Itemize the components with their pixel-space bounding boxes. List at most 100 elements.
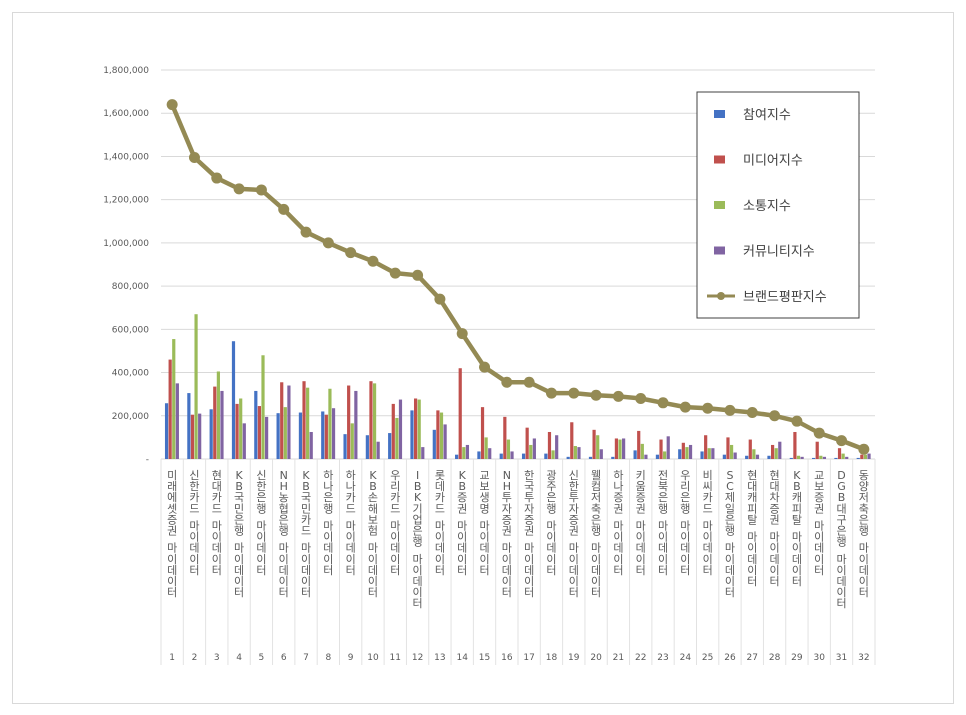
bar (812, 457, 816, 459)
trend-point (724, 404, 736, 416)
bar (369, 381, 373, 459)
trend-point (434, 293, 446, 305)
rank-label: 30 (813, 653, 825, 663)
y-tick-label: 1,000,000 (103, 239, 149, 249)
bar (254, 390, 258, 459)
trend-point (166, 99, 178, 111)
legend-label: 미디어지수 (743, 154, 803, 169)
bar (168, 359, 172, 459)
bar (532, 438, 536, 459)
y-tick-label: 600,000 (112, 325, 149, 335)
bar (704, 435, 708, 459)
bar (711, 448, 715, 459)
bar (187, 393, 191, 459)
y-tick-label: 200,000 (112, 412, 149, 422)
bar (499, 453, 503, 459)
y-tick-label: 1,800,000 (103, 66, 149, 76)
rank-label: 32 (858, 653, 869, 663)
bar (752, 449, 756, 459)
trend-point (545, 387, 557, 399)
bar (283, 407, 287, 459)
bar (443, 424, 447, 459)
bar (678, 449, 682, 459)
bar (529, 444, 533, 459)
bar (588, 456, 593, 459)
bar (640, 443, 644, 459)
bar (324, 414, 328, 459)
bar (637, 430, 641, 459)
bar (573, 446, 577, 459)
rank-label: 8 (325, 653, 331, 663)
bar (860, 454, 864, 459)
bar (845, 456, 849, 459)
bar (287, 385, 291, 459)
rank-label: 28 (769, 653, 781, 663)
trend-point (612, 390, 624, 402)
bar (596, 435, 600, 459)
bar (239, 398, 243, 459)
rank-label: 1 (169, 653, 175, 663)
bar (458, 368, 462, 459)
legend-swatch (714, 110, 725, 118)
rank-label: 19 (568, 653, 580, 663)
bar (525, 427, 529, 459)
rank-label: 29 (791, 653, 803, 663)
bar (172, 339, 176, 459)
rank-label: 14 (456, 653, 468, 663)
rank-label: 4 (236, 653, 242, 663)
bar (231, 341, 236, 459)
bar (544, 453, 548, 459)
bar (789, 457, 793, 459)
bar (800, 456, 804, 459)
rank-label: 27 (747, 653, 758, 663)
bar (216, 371, 220, 459)
legend-swatch (714, 246, 725, 255)
bar (306, 387, 310, 459)
bar (774, 448, 778, 459)
bar (856, 457, 860, 459)
bar (328, 388, 332, 459)
y-tick-label: 1,600,000 (103, 109, 149, 119)
bar (663, 451, 667, 459)
legend-label: 참여지수 (743, 108, 791, 123)
bar (276, 413, 280, 459)
trend-point (836, 435, 848, 447)
bar (503, 416, 507, 459)
rank-label: 26 (724, 653, 736, 663)
trend-point (456, 328, 468, 340)
bar (413, 398, 418, 459)
bar (354, 390, 358, 459)
bar (488, 448, 492, 459)
bar (321, 411, 325, 459)
rank-labels: 1 2 3 4 5 6 7 8 9 10 11 12 13 14 15 16 17 18 19 20 21 22 23 24 2… (160, 459, 876, 665)
rank-label: 11 (390, 653, 401, 663)
trend-point (345, 247, 357, 259)
legend-swatch (714, 201, 725, 209)
bar (242, 423, 246, 459)
bar (436, 410, 440, 460)
y-tick-label: 400,000 (112, 369, 149, 379)
bar (265, 416, 269, 459)
trend-line-group (166, 99, 870, 455)
bar (733, 452, 737, 459)
bar (681, 442, 685, 459)
bar (688, 444, 693, 459)
bar (755, 454, 760, 459)
bar (729, 444, 734, 459)
bar (685, 447, 689, 459)
